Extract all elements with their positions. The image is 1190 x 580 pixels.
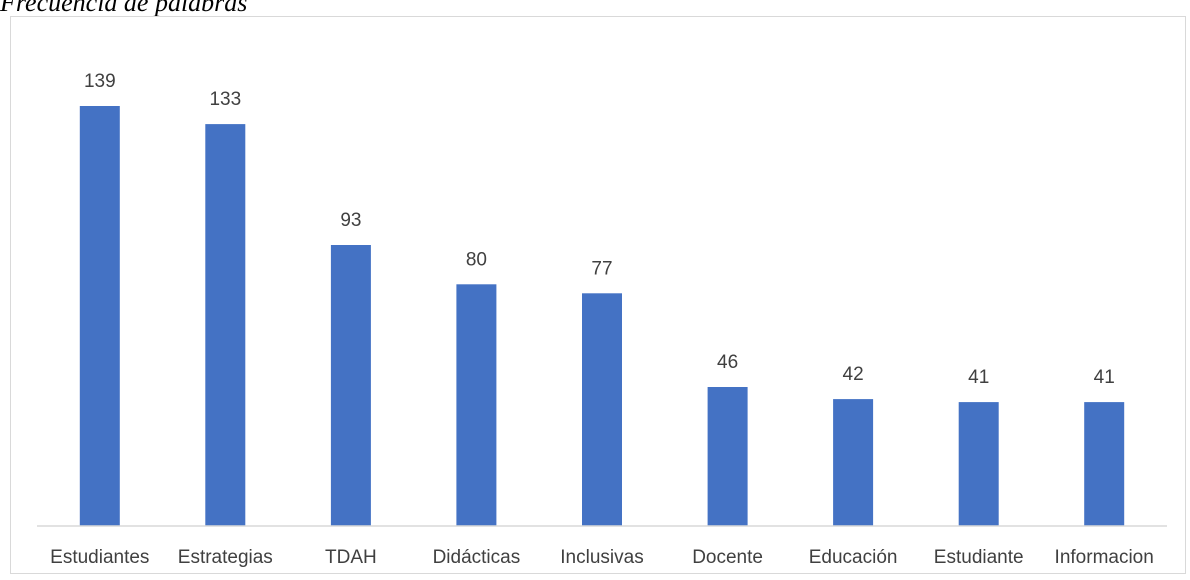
- value-label: 139: [84, 71, 116, 92]
- category-label: Informacion: [1055, 547, 1154, 568]
- bar-inclusivas: [582, 293, 622, 526]
- bar-estudiantes: [79, 106, 120, 526]
- value-label: 77: [591, 258, 612, 279]
- category-label: Docente: [692, 547, 763, 568]
- value-label: 93: [340, 210, 361, 231]
- value-label: 42: [843, 364, 864, 385]
- category-label: Educación: [809, 547, 898, 568]
- value-label: 41: [968, 367, 989, 388]
- value-labels-group: 139 133 93 80 77 46 42 41 41: [84, 71, 1115, 388]
- figure-title: Frecuencia de palabras: [0, 0, 248, 17]
- bar-docente: [707, 387, 748, 526]
- bar-estudiante: [958, 402, 999, 526]
- category-label: Estrategias: [178, 547, 273, 568]
- bar-informacion: [1084, 402, 1125, 526]
- category-label: TDAH: [325, 547, 377, 568]
- value-label: 80: [466, 249, 487, 270]
- category-label: Estudiante: [934, 547, 1024, 568]
- category-label: Inclusivas: [560, 547, 643, 568]
- bar-didácticas: [456, 284, 497, 526]
- bar-tdah: [330, 245, 371, 526]
- bars-group: [79, 106, 1125, 526]
- value-label: 133: [209, 89, 241, 110]
- category-label: Didácticas: [433, 547, 521, 568]
- value-label: 46: [717, 352, 738, 373]
- category-labels-group: Estudiantes Estrategias TDAH Didácticas Incl…: [50, 547, 1154, 568]
- bar-educación: [833, 399, 874, 526]
- value-label: 41: [1094, 367, 1115, 388]
- category-label: Estudiantes: [50, 547, 149, 568]
- bar-estrategias: [205, 124, 246, 526]
